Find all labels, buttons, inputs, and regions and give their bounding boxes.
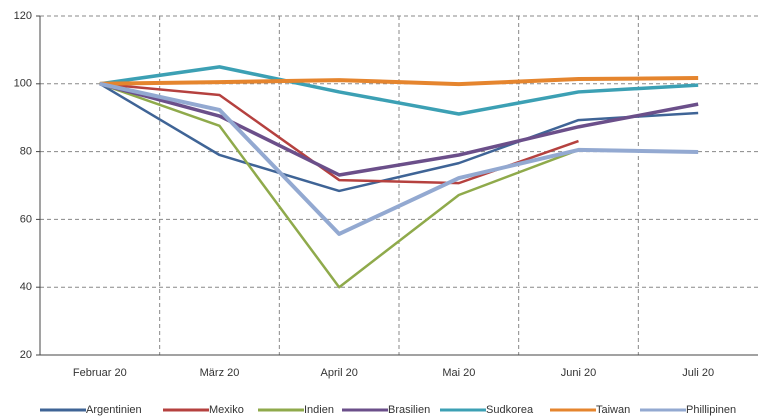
series-line (99, 65, 699, 116)
series-line (99, 81, 699, 236)
x-tick-label: Juni 20 (561, 367, 596, 379)
y-tick-label: 40 (20, 281, 32, 293)
y-tick-label: 100 (14, 78, 32, 90)
legend-label: Brasilien (388, 404, 430, 416)
x-tick-label: April 20 (321, 367, 358, 379)
x-tick-label: Mai 20 (442, 367, 475, 379)
series-line (99, 76, 699, 87)
y-tick-label: 120 (14, 10, 32, 22)
x-tick-label: Februar 20 (73, 367, 127, 379)
legend-label: Mexiko (209, 404, 244, 416)
legend-label: Argentinien (86, 404, 142, 416)
series-line (99, 82, 579, 289)
y-tick-label: 60 (20, 213, 32, 225)
legend-label: Taiwan (596, 404, 630, 416)
x-tick-label: März 20 (200, 367, 240, 379)
series-line (99, 82, 699, 193)
legend-label: Phillipinen (686, 404, 736, 416)
y-tick-label: 20 (20, 349, 32, 361)
x-tick-label: Juli 20 (682, 367, 714, 379)
legend-label: Indien (304, 404, 334, 416)
y-tick-label: 80 (20, 146, 32, 158)
series-line (99, 82, 699, 177)
legend-label: Sudkorea (486, 404, 534, 416)
